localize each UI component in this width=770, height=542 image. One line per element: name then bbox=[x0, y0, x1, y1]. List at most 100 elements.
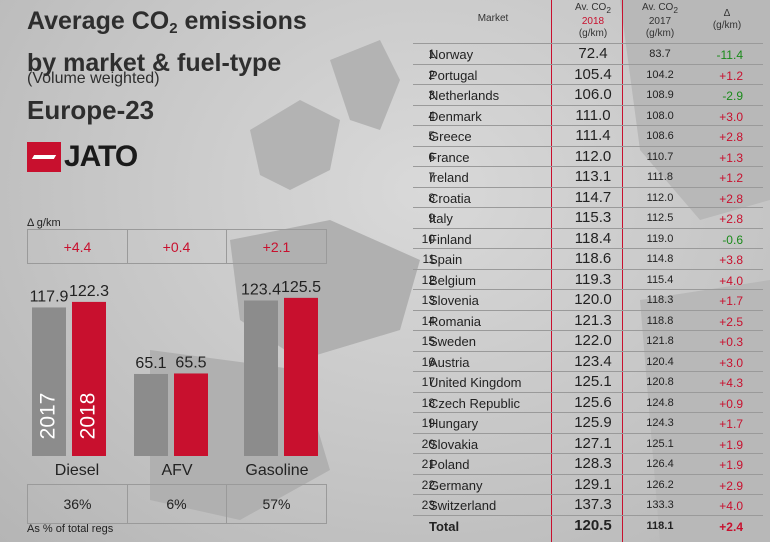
delta-cell: +4.0 bbox=[719, 273, 743, 288]
market-cell: Belgium bbox=[429, 272, 476, 288]
delta-cell: +2.5 bbox=[719, 314, 743, 329]
rank-cell: 12 bbox=[421, 272, 435, 287]
bar-afv-2017 bbox=[134, 373, 168, 456]
market-cell: Ireland bbox=[429, 170, 469, 185]
table-row: 16 Austria 123.4 120.4 +3.0 bbox=[413, 350, 763, 372]
share-diesel: 36% bbox=[27, 484, 128, 524]
co2-2018-cell: 127.1 bbox=[574, 434, 612, 452]
share-afv: 6% bbox=[127, 484, 227, 524]
delta-cell: +3.0 bbox=[719, 109, 743, 124]
table-row: 13 Slovenia 120.0 118.3 +1.7 bbox=[413, 289, 763, 310]
rank-cell: 6 bbox=[428, 149, 435, 164]
rank-cell: 16 bbox=[421, 354, 435, 369]
jato-logo: JATO bbox=[27, 140, 138, 174]
table-row: 3 Netherlands 106.0 108.9 -2.9 bbox=[413, 84, 763, 105]
rank-cell: 10 bbox=[421, 231, 435, 246]
delta-diesel: +4.4 bbox=[27, 229, 128, 264]
market-cell: Czech Republic bbox=[429, 395, 521, 411]
delta-cell: +1.7 bbox=[719, 294, 743, 308]
rank-cell: 2 bbox=[428, 67, 435, 82]
co2-2018-cell: 123.4 bbox=[574, 352, 612, 370]
table-total-row: Total 120.5 118.1 +2.4 bbox=[413, 514, 763, 536]
co2-2017-cell: 114.8 bbox=[646, 253, 674, 265]
table-row: 23 Switzerland 137.3 133.3 +4.0 bbox=[413, 494, 763, 515]
co2-2017-cell: 120.8 bbox=[646, 376, 674, 388]
rank-cell: 9 bbox=[428, 211, 435, 225]
co2-2018-cell: 122.0 bbox=[574, 332, 612, 349]
market-cell: Denmark bbox=[429, 108, 482, 124]
table-row: 4 Denmark 111.0 108.0 +3.0 bbox=[413, 104, 763, 126]
table-row: 11 Spain 118.6 114.8 +3.8 bbox=[413, 248, 763, 269]
table-row: 5 Greece 111.4 108.6 +2.8 bbox=[413, 125, 763, 146]
rank-cell: 20 bbox=[421, 436, 435, 451]
co2-2018-cell: 114.7 bbox=[574, 188, 612, 206]
delta-cell: +2.9 bbox=[719, 478, 743, 493]
rank-cell: 22 bbox=[421, 477, 435, 492]
delta-cell: +2.8 bbox=[719, 130, 743, 144]
table-row: 1 Norway 72.4 83.7 -11.4 bbox=[413, 43, 763, 64]
rank-cell: 17 bbox=[421, 375, 435, 389]
header-2018: Av. CO2 2018 (g/km) bbox=[575, 2, 611, 39]
bar-afv-2018 bbox=[174, 373, 208, 456]
table-row: 18 Czech Republic 125.6 124.8 +0.9 bbox=[413, 391, 763, 413]
jato-logo-icon bbox=[27, 142, 61, 172]
rank-cell: 4 bbox=[428, 108, 435, 123]
table-row: 6 France 112.0 110.7 +1.3 bbox=[413, 145, 763, 167]
market-cell: United Kingdom bbox=[429, 375, 522, 390]
co2-2017-cell: 104.2 bbox=[646, 68, 674, 81]
market-cell: Germany bbox=[429, 477, 483, 493]
table-row: 2 Portugal 105.4 104.2 +1.2 bbox=[413, 63, 763, 85]
market-cell: France bbox=[429, 149, 470, 165]
delta-gasoline: +2.1 bbox=[227, 229, 327, 264]
market-cell: Slovakia bbox=[429, 436, 479, 452]
value-label-gasoline-2018: 125.5 bbox=[281, 279, 321, 296]
table-row: 12 Belgium 119.3 115.4 +4.0 bbox=[413, 268, 763, 290]
market-cell: Greece bbox=[429, 129, 472, 144]
delta-cell: +4.3 bbox=[719, 376, 743, 390]
rank-cell: 18 bbox=[421, 395, 435, 410]
market-cell: Sweden bbox=[429, 334, 476, 349]
co2-2018-cell: 112.0 bbox=[574, 147, 612, 165]
rank-cell: 5 bbox=[428, 129, 435, 143]
co2-2018-cell: 106.0 bbox=[574, 86, 612, 103]
series-label-2018: 2018 bbox=[77, 393, 100, 440]
rank-cell: 19 bbox=[421, 416, 435, 430]
rank-cell: 8 bbox=[428, 190, 435, 205]
chart-subtitle: (Volume weighted) bbox=[27, 70, 160, 87]
rank-cell: 7 bbox=[428, 170, 435, 184]
delta-cell: +2.8 bbox=[719, 212, 743, 226]
value-label-diesel-2018: 122.3 bbox=[69, 283, 109, 300]
table-row: 14 Romania 121.3 118.8 +2.5 bbox=[413, 309, 763, 331]
market-cell: Slovenia bbox=[429, 293, 479, 308]
bar-diesel-2018 bbox=[72, 301, 106, 456]
co2-2018-cell: 105.4 bbox=[574, 65, 612, 83]
delta-cell: +1.2 bbox=[719, 68, 743, 83]
co2-2018-cell: 121.3 bbox=[574, 311, 612, 329]
bar-gasoline-2018 bbox=[284, 297, 318, 456]
delta-cell: +2.8 bbox=[719, 191, 743, 206]
market-cell: Poland bbox=[429, 457, 470, 472]
market-cell: Netherlands bbox=[429, 88, 500, 103]
co2-2017-cell: 112.5 bbox=[646, 212, 674, 224]
co2-2017-cell: 125.1 bbox=[646, 437, 674, 450]
delta-cell: -11.4 bbox=[716, 48, 743, 62]
co2-2018-cell: 118.6 bbox=[574, 250, 612, 267]
rank-cell: 23 bbox=[421, 498, 435, 512]
co2-2018-cell: 111.0 bbox=[575, 106, 611, 124]
table-row: 21 Poland 128.3 126.4 +1.9 bbox=[413, 453, 763, 474]
delta-axis-label: Δ g/km bbox=[27, 217, 61, 229]
co2-2018-cell: 118.4 bbox=[574, 229, 612, 247]
co2-2018-cell: 120.5 bbox=[574, 516, 612, 534]
category-afv: AFV bbox=[161, 462, 193, 479]
rank-cell: 21 bbox=[421, 457, 435, 471]
share-gasoline: 57% bbox=[227, 484, 327, 524]
market-cell: Finland bbox=[429, 231, 472, 247]
bar-diesel-2017 bbox=[32, 307, 66, 456]
co2-2017-cell: 112.0 bbox=[646, 191, 674, 204]
delta-cell: +0.9 bbox=[719, 396, 743, 411]
share-note: As % of total regs bbox=[27, 523, 114, 535]
delta-cell: +1.9 bbox=[719, 458, 743, 472]
rank-cell: 13 bbox=[421, 293, 435, 307]
co2-2018-cell: 137.3 bbox=[574, 496, 612, 513]
co2-2017-cell: 111.8 bbox=[647, 171, 673, 183]
